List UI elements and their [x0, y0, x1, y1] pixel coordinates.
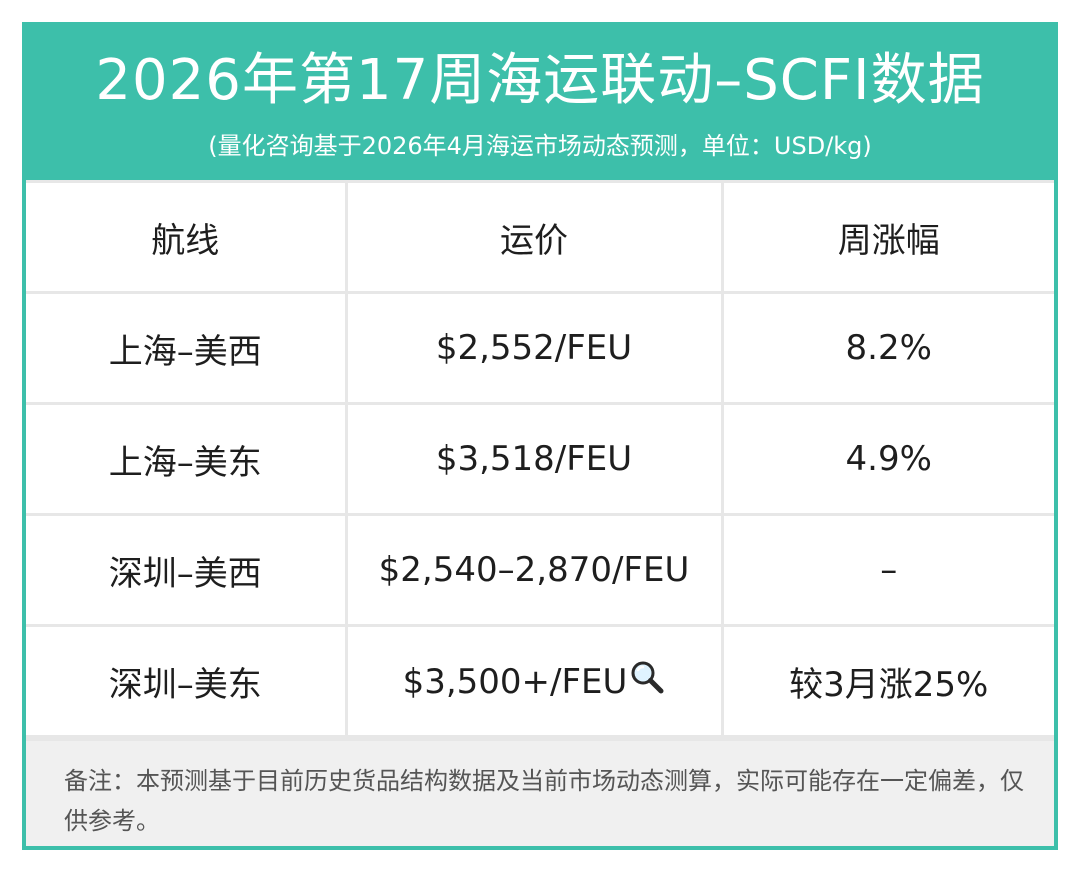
route-cell: 上海–美西: [26, 291, 348, 405]
route-cell: 深圳–美西: [26, 513, 348, 627]
rate-cell: $3,518/FEU: [344, 402, 724, 516]
change-cell: –: [720, 513, 1054, 627]
column-header-change: 周涨幅: [720, 180, 1054, 294]
rate-value: $3,500+/FEU: [402, 661, 628, 702]
route-cell: 深圳–美东: [26, 624, 348, 738]
freight-table: 航线 运价 周涨幅 上海–美西 $2,552/FEU 8.2% 上海–美东 $3…: [26, 180, 1054, 738]
change-cell: 8.2%: [720, 291, 1054, 405]
rate-cell: $2,552/FEU: [344, 291, 724, 405]
table-row: 深圳–美东 $3,500+/FEU 较3月涨25%: [26, 624, 1054, 738]
scfi-card: 2026年第17周海运联动–SCFI数据 (量化咨询基于2026年4月海运市场动…: [22, 22, 1058, 850]
rate-cell: $3,500+/FEU: [344, 624, 724, 738]
page-title: 2026年第17周海运联动–SCFI数据: [95, 48, 985, 113]
magnifying-glass-icon: [629, 659, 665, 704]
footnote: 备注：本预测基于目前历史货品结构数据及当前市场动态测算，实际可能存在一定偏差，仅…: [26, 738, 1054, 846]
table-row: 上海–美西 $2,552/FEU 8.2%: [26, 291, 1054, 405]
change-cell: 4.9%: [720, 402, 1054, 516]
route-cell: 上海–美东: [26, 402, 348, 516]
column-header-route: 航线: [26, 180, 348, 294]
change-cell: 较3月涨25%: [720, 624, 1054, 738]
column-header-rate: 运价: [344, 180, 724, 294]
header: 2026年第17周海运联动–SCFI数据 (量化咨询基于2026年4月海运市场动…: [26, 26, 1054, 180]
table-header-row: 航线 运价 周涨幅: [26, 180, 1054, 294]
table-row: 深圳–美西 $2,540–2,870/FEU –: [26, 513, 1054, 627]
rate-cell: $2,540–2,870/FEU: [344, 513, 724, 627]
table-row: 上海–美东 $3,518/FEU 4.9%: [26, 402, 1054, 516]
page-subtitle: (量化咨询基于2026年4月海运市场动态预测，单位：USD/kg): [208, 132, 872, 160]
